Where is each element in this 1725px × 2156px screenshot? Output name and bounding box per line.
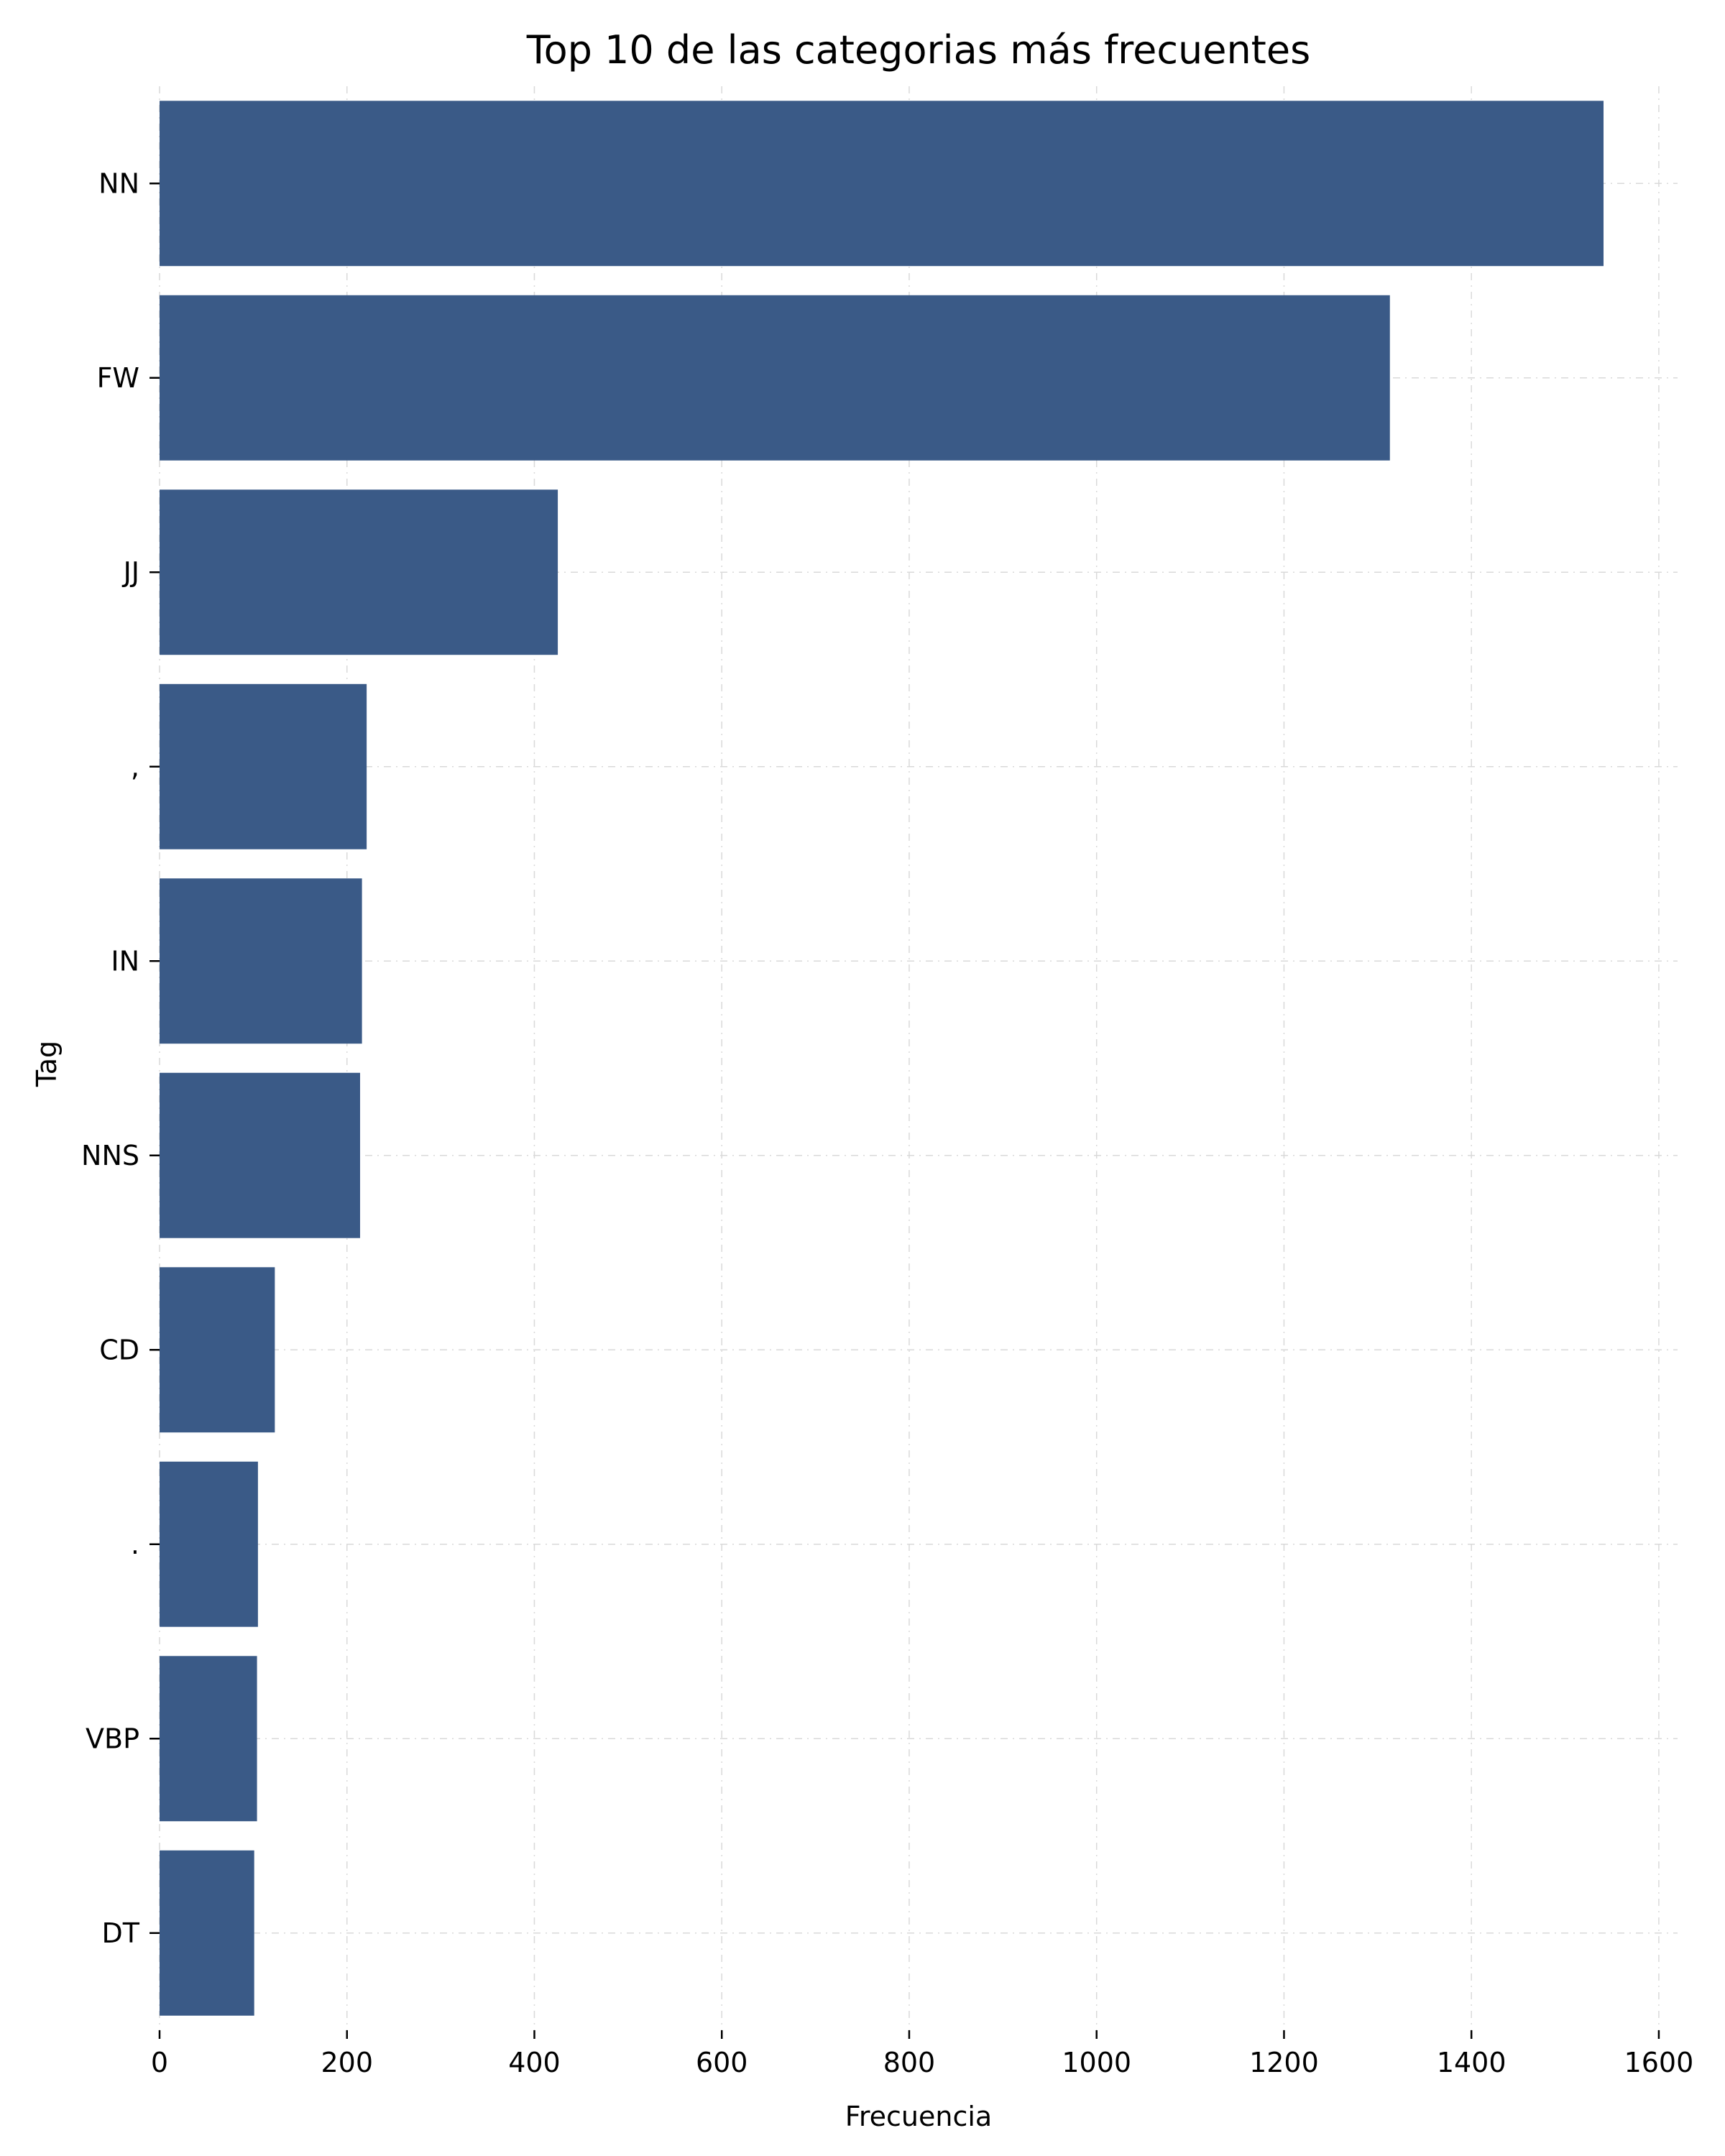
bar-2 [160,295,1390,461]
y-tick-label: VBP [86,1723,139,1754]
bar-8 [160,1461,258,1627]
bar-5 [160,878,362,1044]
y-tick-label: CD [99,1334,139,1365]
x-tick-label: 0 [151,2047,168,2078]
bar-4 [160,683,367,849]
x-tick-label: 600 [696,2047,748,2078]
bar-1 [160,101,1604,267]
x-tick-label: 1600 [1624,2047,1694,2078]
bar-9 [160,1656,257,1822]
y-tick-label: DT [102,1917,140,1949]
x-tick-label: 400 [508,2047,561,2078]
x-tick-label: 1400 [1437,2047,1506,2078]
x-tick-label: 200 [321,2047,373,2078]
x-tick-label: 1200 [1249,2047,1319,2078]
y-tick-label: . [131,1529,139,1560]
y-tick-label: FW [97,362,139,394]
bar-7 [160,1267,275,1433]
y-axis-ticks: NN FW JJ, IN NNS CD. VBP DT [81,167,160,1949]
y-axis-label: Tag [31,1041,63,1087]
y-tick-label: JJ [122,556,139,588]
x-tick-label: 800 [883,2047,936,2078]
y-tick-label: IN [111,945,139,977]
y-tick-label: , [131,751,139,783]
x-tick-label: 1000 [1062,2047,1131,2078]
x-axis-label: Frecuencia [845,2101,992,2132]
y-tick-label: NN [98,167,139,199]
bar-6 [160,1072,360,1238]
bars [160,101,1604,2016]
x-axis-ticks: 0 200 400 600 800 1000 1200 1400 1600 [151,2030,1693,2078]
chart-title: Top 10 de las categorias más frecuentes [526,27,1310,73]
bar-3 [160,489,558,655]
bar-10 [160,1850,254,2016]
y-tick-label: NNS [81,1140,139,1171]
